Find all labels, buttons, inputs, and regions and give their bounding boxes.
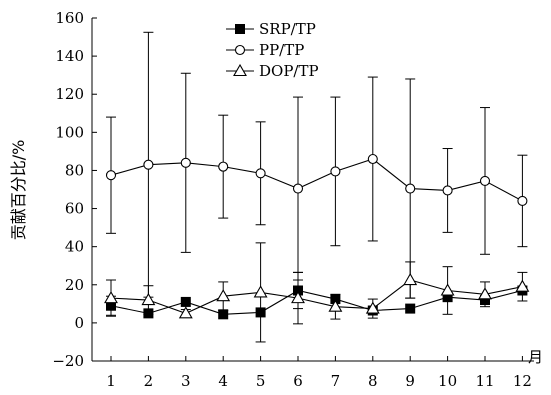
point-pp-tp [479, 175, 491, 186]
x-tick-label: 4 [218, 372, 228, 390]
y-tick-label: 140 [55, 47, 84, 65]
point-dop-tp [365, 301, 380, 314]
x-tick-label: 2 [144, 372, 154, 390]
point-pp-tp [218, 161, 229, 172]
legend-marker-dop-tp [233, 63, 247, 77]
x-tick-label: 11 [475, 372, 494, 390]
x-tick-label: 6 [293, 372, 303, 390]
point-pp-tp [517, 195, 528, 206]
point-dop-tp [141, 292, 156, 306]
legend-label-pp-tp: PP/TP [259, 41, 304, 59]
y-tick-label: 100 [55, 123, 84, 141]
point-pp-tp [330, 166, 341, 177]
x-tick-label: 1 [106, 372, 116, 390]
point-dop-tp [291, 291, 305, 304]
point-dop-tp [403, 272, 418, 286]
point-dop-tp [515, 279, 530, 292]
point-dop-tp [216, 289, 231, 302]
x-tick-label: 7 [331, 372, 341, 390]
point-dop-tp [253, 285, 268, 298]
point-pp-tp [442, 185, 453, 196]
legend-marker-srp-tp [235, 24, 245, 34]
x-axis-unit: 月 [528, 348, 543, 366]
point-pp-tp [143, 159, 154, 170]
point-srp-tp [255, 307, 266, 318]
point-dop-tp [328, 299, 343, 312]
y-tick-label: 160 [55, 9, 84, 27]
legend-marker-pp-tp [234, 44, 246, 56]
point-pp-tp [367, 153, 378, 165]
point-srp-tp [180, 296, 191, 307]
legend-label-dop-tp: DOP/TP [259, 62, 319, 80]
x-tick-label: 10 [438, 372, 457, 390]
x-tick-label: 12 [513, 372, 532, 390]
y-tick-label: 20 [65, 276, 84, 294]
axes [91, 18, 534, 362]
y-tick-label: 0 [74, 314, 84, 332]
y-tick-label: −20 [52, 352, 84, 370]
point-pp-tp [255, 168, 266, 179]
y-tick-label: 60 [65, 200, 84, 218]
point-srp-tp [218, 309, 229, 320]
series-lines [110, 158, 523, 315]
point-pp-tp [292, 183, 304, 194]
point-dop-tp [478, 287, 492, 300]
x-tick-label: 9 [405, 372, 415, 390]
point-srp-tp [405, 303, 416, 314]
point-dop-tp [440, 283, 455, 296]
legend: SRP/TP PP/TP DOP/TP [226, 20, 319, 80]
series-line-pp-tp [110, 158, 523, 202]
y-tick-label: 40 [65, 238, 84, 256]
point-pp-tp [405, 183, 416, 194]
x-tick-label: 3 [181, 372, 191, 390]
point-dop-tp [178, 306, 193, 319]
x-tick-label: 8 [368, 372, 378, 390]
point-pp-tp [105, 170, 117, 181]
series-line-dop-tp [110, 279, 523, 314]
y-tick-label: 80 [65, 161, 84, 179]
series-markers [104, 153, 530, 320]
x-tick-label: 5 [256, 372, 266, 390]
point-srp-tp [143, 308, 154, 319]
y-tick-label: 120 [55, 85, 84, 103]
point-dop-tp [104, 291, 118, 304]
y-axis-label: 贡献百分比/% [9, 140, 28, 241]
legend-label-srp-tp: SRP/TP [259, 20, 316, 38]
point-pp-tp [180, 157, 191, 168]
series-line-srp-tp [110, 289, 523, 315]
